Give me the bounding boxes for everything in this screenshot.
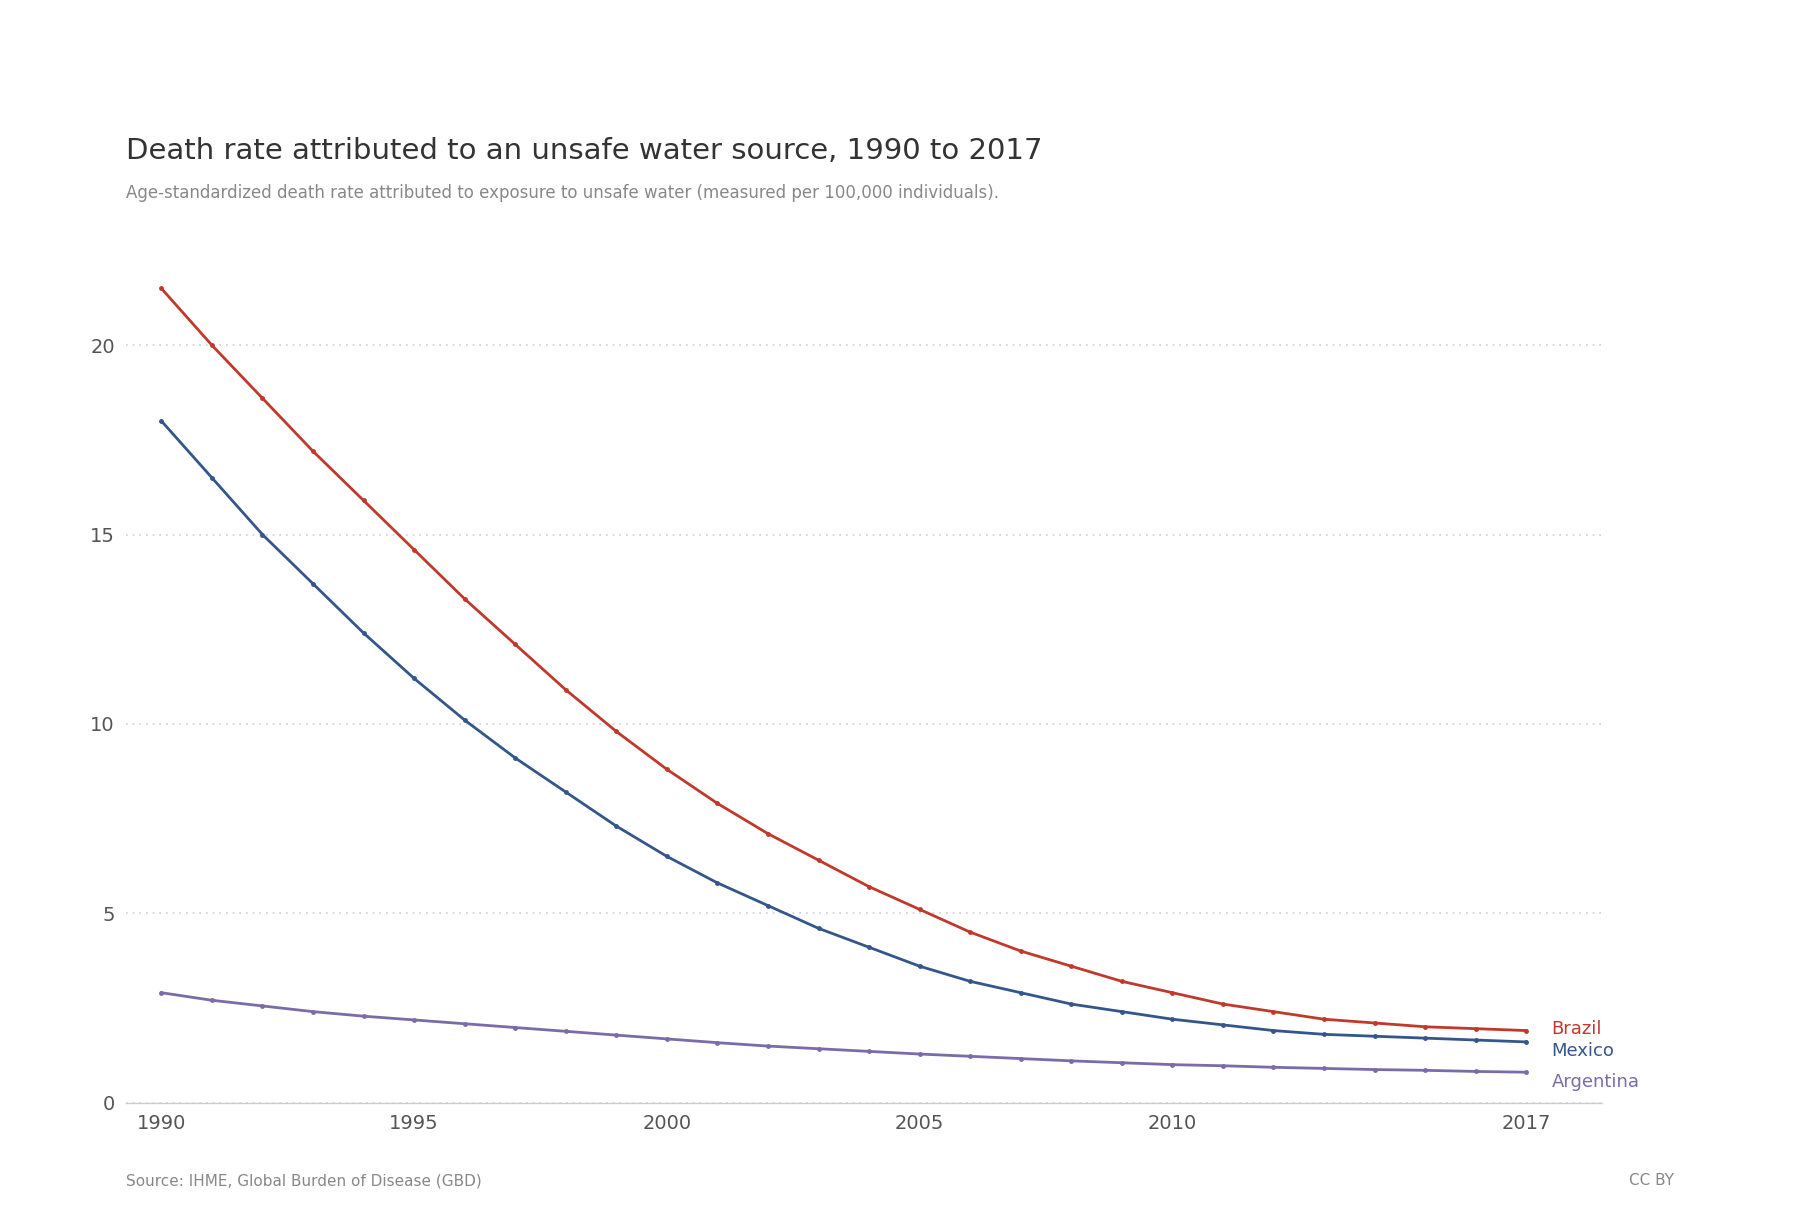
Text: in Data: in Data <box>1598 141 1658 156</box>
Text: Argentina: Argentina <box>1552 1073 1640 1090</box>
Text: Death rate attributed to an unsafe water source, 1990 to 2017: Death rate attributed to an unsafe water… <box>126 137 1042 165</box>
Text: Brazil: Brazil <box>1552 1019 1602 1038</box>
Text: CC BY: CC BY <box>1629 1174 1674 1188</box>
Text: Source: IHME, Global Burden of Disease (GBD): Source: IHME, Global Burden of Disease (… <box>126 1174 482 1188</box>
Text: Age-standardized death rate attributed to exposure to unsafe water (measured per: Age-standardized death rate attributed t… <box>126 184 999 202</box>
Text: Mexico: Mexico <box>1552 1042 1615 1061</box>
Text: Our World: Our World <box>1586 103 1670 118</box>
